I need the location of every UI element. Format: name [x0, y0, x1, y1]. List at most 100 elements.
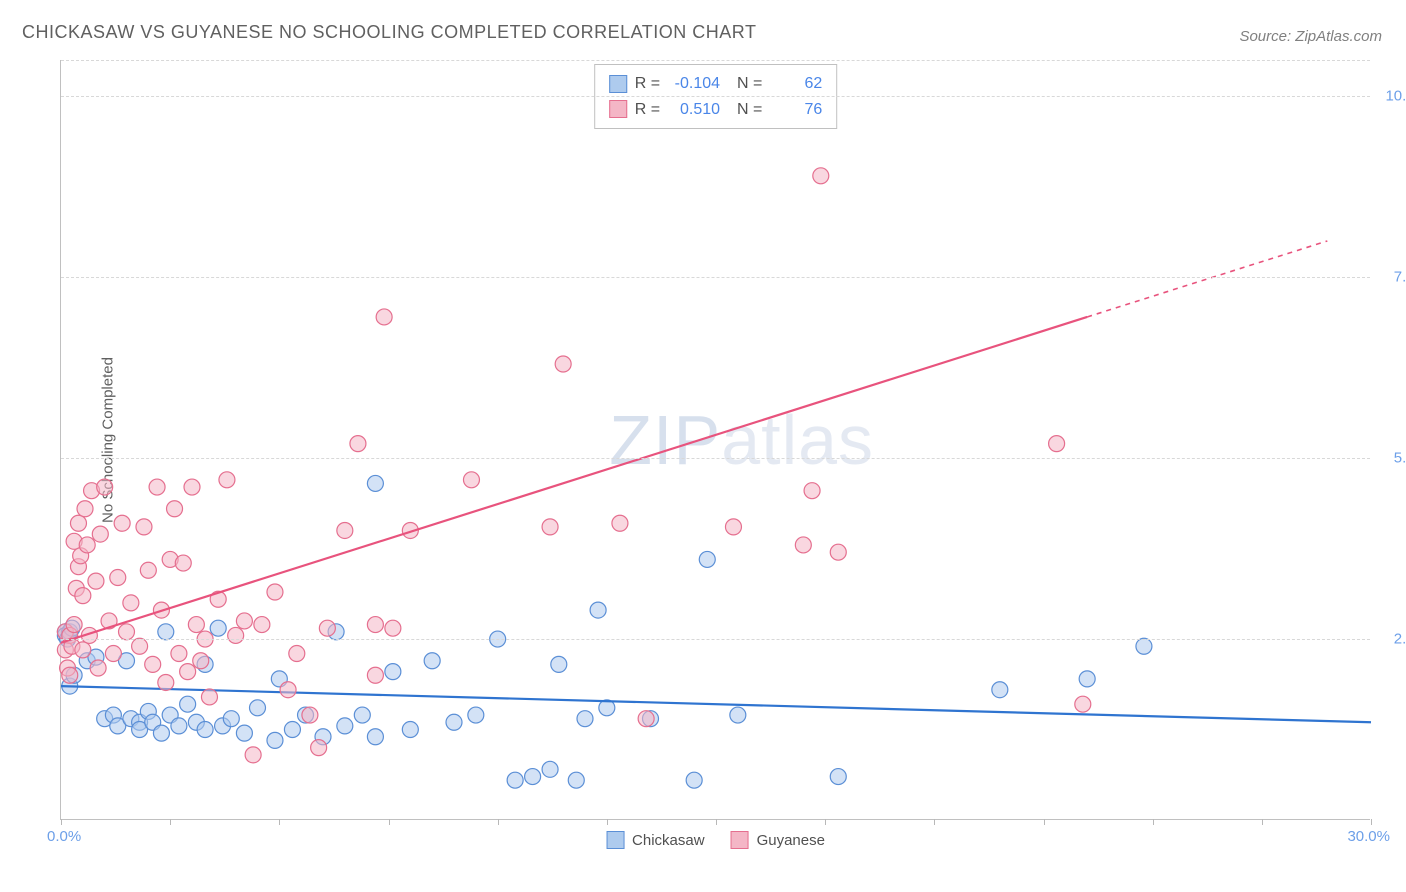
- x-tick: [170, 819, 171, 825]
- scatter-point: [92, 526, 108, 542]
- scatter-point: [367, 729, 383, 745]
- scatter-point: [140, 562, 156, 578]
- scatter-point: [638, 711, 654, 727]
- stat-n-value: 76: [770, 97, 822, 123]
- legend-stat-row: R = 0.510 N = 76: [609, 97, 823, 123]
- x-tick: [1044, 819, 1045, 825]
- stat-r-label: R =: [635, 97, 660, 123]
- scatter-point: [70, 515, 86, 531]
- scatter-point: [551, 656, 567, 672]
- scatter-point: [180, 696, 196, 712]
- scatter-point: [350, 436, 366, 452]
- x-tick: [934, 819, 935, 825]
- legend-series-label: Chickasaw: [632, 832, 705, 849]
- scatter-svg: [61, 60, 1370, 819]
- scatter-point: [795, 537, 811, 553]
- legend-swatch: [609, 75, 627, 93]
- scatter-point: [367, 475, 383, 491]
- scatter-point: [319, 620, 335, 636]
- scatter-point: [75, 588, 91, 604]
- scatter-point: [1075, 696, 1091, 712]
- x-tick: [1153, 819, 1154, 825]
- scatter-point: [180, 664, 196, 680]
- gridline: [61, 277, 1370, 278]
- scatter-point: [992, 682, 1008, 698]
- scatter-point: [123, 595, 139, 611]
- scatter-point: [188, 617, 204, 633]
- scatter-point: [267, 732, 283, 748]
- x-tick: [1371, 819, 1372, 825]
- stat-r-label: R =: [635, 71, 660, 97]
- scatter-point: [210, 620, 226, 636]
- x-tick: [1262, 819, 1263, 825]
- scatter-point: [280, 682, 296, 698]
- scatter-point: [302, 707, 318, 723]
- scatter-point: [612, 515, 628, 531]
- scatter-point: [337, 718, 353, 734]
- x-tick: [716, 819, 717, 825]
- scatter-point: [197, 722, 213, 738]
- scatter-point: [830, 544, 846, 560]
- scatter-point: [830, 769, 846, 785]
- scatter-point: [385, 664, 401, 680]
- gridline: [61, 639, 1370, 640]
- scatter-point: [175, 555, 191, 571]
- y-tick-label: 10.0%: [1385, 88, 1406, 105]
- scatter-point: [813, 168, 829, 184]
- scatter-point: [245, 747, 261, 763]
- scatter-point: [1136, 638, 1152, 654]
- x-tick: [389, 819, 390, 825]
- stat-r-value: 0.510: [668, 97, 720, 123]
- scatter-point: [171, 718, 187, 734]
- y-tick-label: 5.0%: [1394, 450, 1406, 467]
- scatter-point: [223, 711, 239, 727]
- scatter-point: [136, 519, 152, 535]
- scatter-point: [153, 725, 169, 741]
- x-origin-label: 0.0%: [47, 828, 81, 845]
- scatter-point: [254, 617, 270, 633]
- scatter-point: [171, 646, 187, 662]
- scatter-point: [446, 714, 462, 730]
- scatter-point: [66, 617, 82, 633]
- scatter-point: [577, 711, 593, 727]
- scatter-point: [149, 479, 165, 495]
- legend-series-item: Guyanese: [731, 831, 825, 849]
- legend-swatch: [606, 831, 624, 849]
- scatter-point: [699, 551, 715, 567]
- scatter-point: [289, 646, 305, 662]
- scatter-point: [468, 707, 484, 723]
- scatter-point: [376, 309, 392, 325]
- scatter-point: [367, 617, 383, 633]
- scatter-point: [193, 653, 209, 669]
- scatter-point: [463, 472, 479, 488]
- x-tick: [825, 819, 826, 825]
- scatter-point: [730, 707, 746, 723]
- scatter-point: [90, 660, 106, 676]
- scatter-point: [1079, 671, 1095, 687]
- stat-n-label: N =: [728, 97, 762, 123]
- scatter-point: [250, 700, 266, 716]
- scatter-point: [97, 479, 113, 495]
- scatter-point: [804, 483, 820, 499]
- scatter-point: [311, 740, 327, 756]
- scatter-point: [145, 656, 161, 672]
- y-tick-label: 7.5%: [1394, 269, 1406, 286]
- scatter-point: [110, 570, 126, 586]
- scatter-point: [236, 613, 252, 629]
- x-max-label: 30.0%: [1347, 828, 1390, 845]
- scatter-point: [590, 602, 606, 618]
- legend-swatch: [731, 831, 749, 849]
- scatter-point: [228, 627, 244, 643]
- scatter-point: [201, 689, 217, 705]
- legend-series-label: Guyanese: [757, 832, 825, 849]
- legend-series: Chickasaw Guyanese: [606, 831, 825, 849]
- trend-line: [61, 317, 1087, 643]
- scatter-point: [1049, 436, 1065, 452]
- trend-line-extension: [1087, 241, 1327, 317]
- stat-n-label: N =: [728, 71, 762, 97]
- x-tick: [279, 819, 280, 825]
- scatter-point: [75, 642, 91, 658]
- scatter-point: [114, 515, 130, 531]
- scatter-point: [184, 479, 200, 495]
- scatter-point: [367, 667, 383, 683]
